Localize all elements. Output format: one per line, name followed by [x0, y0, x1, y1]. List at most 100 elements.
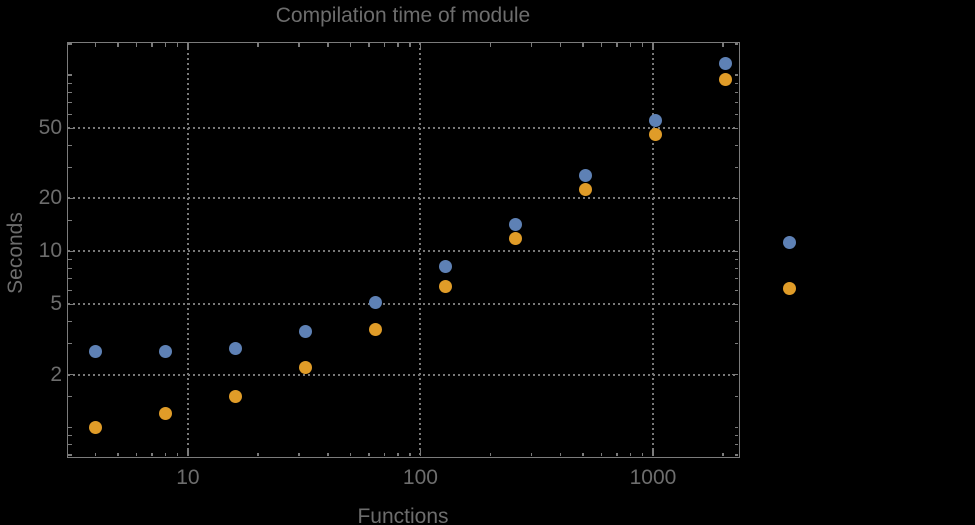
x-minor-tick-900-bottom [641, 452, 644, 456]
y-minor-tick-15-right [734, 219, 738, 222]
y-minor-tick-8-right [734, 267, 738, 270]
x-major-tick-10-bottom [187, 449, 189, 456]
chart-title: Compilation time of module [275, 4, 531, 27]
y-minor-tick-80-left [68, 91, 72, 94]
data-point-series-2-orange-x128 [438, 280, 452, 294]
x-major-tick-100-bottom [419, 449, 422, 456]
x-tick-label-1000: 1000 [629, 466, 677, 489]
y-minor-tick-40-left [68, 144, 72, 147]
x-major-tick-10-top [187, 43, 189, 50]
x-minor-tick-2000-top [722, 43, 724, 47]
y-minor-tick-100-right [734, 74, 738, 76]
y-minor-tick-0.7-left [68, 454, 72, 456]
y-minor-tick-0.9-right [734, 434, 738, 437]
x-minor-tick-8-bottom [164, 452, 167, 456]
y-minor-tick-0.7-right [734, 454, 738, 456]
y-major-tick-5-right [731, 303, 738, 306]
y-minor-tick-60-right [734, 113, 738, 116]
y-minor-tick-9-left [68, 258, 72, 261]
x-gridline-1000 [651, 43, 654, 456]
x-minor-tick-7-bottom [151, 452, 153, 456]
y-major-tick-5-left [68, 303, 75, 306]
x-minor-tick-500-top [582, 43, 584, 47]
plot-frame [66, 41, 740, 458]
x-minor-tick-800-bottom [629, 452, 632, 456]
x-minor-tick-50-bottom [349, 452, 352, 456]
x-minor-tick-300-top [530, 43, 533, 47]
data-point-series-2-orange-x64 [368, 323, 382, 337]
y-minor-tick-4-right [734, 320, 738, 323]
x-minor-tick-60-top [368, 43, 370, 47]
x-minor-tick-4-bottom [94, 452, 97, 456]
data-point-series-2-orange-x512 [578, 183, 592, 197]
y-minor-tick-0.8-right [734, 443, 738, 446]
y-minor-tick-90-right [734, 82, 738, 85]
y-tick-label-2: 2 [50, 362, 62, 386]
x-minor-tick-400-bottom [559, 452, 562, 456]
x-minor-tick-40-top [327, 43, 329, 47]
y-minor-tick-90-left [68, 82, 72, 85]
y-minor-tick-8-left [68, 267, 72, 270]
x-minor-tick-70-bottom [383, 452, 386, 456]
y-minor-tick-6-right [734, 289, 738, 292]
x-major-tick-1000-top [652, 43, 654, 50]
y-minor-tick-80-right [734, 91, 738, 94]
x-minor-tick-4-top [94, 43, 97, 47]
x-major-tick-100-top [419, 43, 422, 50]
x-minor-tick-70-top [383, 43, 386, 47]
data-point-series-1-blue-x32 [298, 325, 312, 339]
data-point-series-1-blue-x512 [578, 168, 592, 182]
y-major-tick-10-right [731, 250, 738, 253]
x-minor-tick-400-top [559, 43, 562, 47]
y-minor-tick-15-left [68, 219, 72, 222]
x-minor-tick-200-bottom [489, 452, 492, 456]
y-minor-tick-7-right [734, 277, 738, 280]
x-minor-tick-200-top [489, 43, 492, 47]
data-point-series-1-blue-x1024 [648, 114, 662, 128]
x-minor-tick-700-bottom [616, 452, 618, 456]
x-minor-tick-30-top [298, 43, 300, 47]
y-gridline-10 [68, 250, 738, 253]
x-minor-tick-900-top [641, 43, 644, 47]
x-minor-tick-300-bottom [530, 452, 533, 456]
x-gridline-100 [419, 43, 422, 456]
legend-marker-series-1-blue [782, 235, 796, 249]
x-minor-tick-500-bottom [582, 452, 584, 456]
y-minor-tick-150-left [68, 43, 72, 45]
x-minor-tick-6-bottom [135, 452, 138, 456]
y-major-tick-2-right [731, 373, 738, 376]
y-minor-tick-70-left [68, 101, 72, 104]
x-minor-tick-80-bottom [397, 452, 399, 456]
x-minor-tick-40-bottom [327, 452, 329, 456]
y-minor-tick-9-right [734, 258, 738, 261]
y-minor-tick-1-left [68, 426, 72, 429]
y-minor-tick-100-left [68, 74, 72, 76]
x-minor-tick-800-top [629, 43, 632, 47]
y-minor-tick-40-right [734, 144, 738, 147]
x-axis-label: Functions [357, 505, 449, 525]
y-major-tick-50-left [68, 127, 75, 130]
data-point-series-1-blue-x128 [438, 260, 452, 274]
y-gridline-2 [68, 373, 738, 376]
data-point-series-2-orange-x16 [228, 390, 242, 404]
y-minor-tick-60-left [68, 113, 72, 116]
x-gridline-10 [186, 43, 189, 456]
y-tick-label-10: 10 [38, 239, 62, 263]
x-minor-tick-8-top [164, 43, 167, 47]
x-minor-tick-80-top [397, 43, 399, 47]
x-minor-tick-20-bottom [257, 452, 259, 456]
y-major-tick-2-left [68, 373, 75, 376]
data-point-series-2-orange-x8 [158, 407, 172, 421]
y-major-tick-10-left [68, 250, 75, 253]
x-minor-tick-6-top [135, 43, 138, 47]
x-minor-tick-600-top [600, 43, 603, 47]
y-gridline-5 [68, 303, 738, 306]
data-point-series-2-orange-x2048 [718, 72, 732, 86]
y-major-tick-50-right [731, 127, 738, 130]
y-minor-tick-1.5-left [68, 395, 72, 398]
data-point-series-2-orange-x32 [298, 360, 312, 374]
data-point-series-1-blue-x8 [158, 345, 172, 359]
y-minor-tick-0.8-left [68, 443, 72, 446]
y-minor-tick-150-right [734, 43, 738, 45]
